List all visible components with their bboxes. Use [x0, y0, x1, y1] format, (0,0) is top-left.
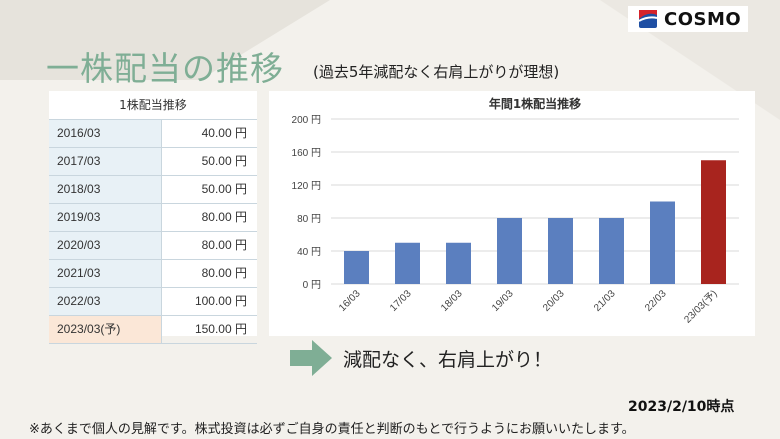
- table-cell-year: 2017/03: [49, 148, 162, 175]
- table-cell-amount: 80.00 円: [201, 266, 247, 280]
- chart-x-tick-label: 19/03: [490, 288, 516, 314]
- summary-text: 減配なく、右肩上がり！: [343, 349, 553, 371]
- chart-bar: [650, 201, 675, 284]
- table-cell-amount: 80.00 円: [201, 210, 247, 224]
- cosmo-logo-text: COSMO: [664, 8, 742, 30]
- chart-y-tick-label: 160 円: [292, 148, 321, 159]
- page-title: 一株配当の推移: [46, 49, 284, 88]
- disclaimer: ※あくまで個人の見解です。株式投資は必ずご自身の責任と判断のもとで行うようにお願…: [29, 422, 635, 437]
- chart-bar: [497, 218, 522, 284]
- cosmo-logo: COSMO: [628, 6, 748, 32]
- chart-x-tick-label: 17/03: [388, 288, 414, 314]
- date-note: 2023/2/10時点: [628, 399, 735, 415]
- table-row: 2020/03 80.00 円: [49, 232, 257, 260]
- chart-x-tick-label: 23/03(予): [682, 288, 720, 326]
- table-row: 2016/03 40.00 円: [49, 120, 257, 148]
- chart-y-tick-label: 120 円: [292, 181, 321, 192]
- dividend-table-title: 1株配当推移: [49, 91, 257, 120]
- table-row: 2021/03 80.00 円: [49, 260, 257, 288]
- arrow-right-icon: [290, 340, 332, 376]
- dividend-table: 1株配当推移 2016/03 40.00 円 2017/03 50.00 円 2…: [49, 91, 257, 344]
- chart-bar: [395, 242, 420, 284]
- chart-bar: [599, 218, 624, 284]
- chart-y-tick-label: 200 円: [292, 115, 321, 126]
- table-cell-year: 2018/03: [49, 176, 162, 203]
- chart-y-tick-label: 40 円: [297, 247, 321, 258]
- chart-y-tick-label: 0 円: [303, 280, 321, 291]
- chart-x-tick-label: 22/03: [643, 288, 669, 314]
- table-cell-year: 2020/03: [49, 232, 162, 259]
- table-cell-amount: 40.00 円: [201, 126, 247, 140]
- table-cell-year: 2019/03: [49, 204, 162, 231]
- chart-y-tick-label: 80 円: [297, 214, 321, 225]
- chart-x-tick-label: 18/03: [439, 288, 465, 314]
- table-cell-amount: 50.00 円: [201, 182, 247, 196]
- cosmo-logo-mark-icon: [638, 10, 658, 28]
- table-cell-year: 2021/03: [49, 260, 162, 287]
- table-row-forecast: 2023/03(予) 150.00 円: [49, 316, 257, 344]
- table-cell-year: 2022/03: [49, 288, 162, 315]
- chart-bar: [446, 242, 471, 284]
- chart-bar: [548, 218, 573, 284]
- table-row: 2022/03 100.00 円: [49, 288, 257, 316]
- table-row: 2017/03 50.00 円: [49, 148, 257, 176]
- table-cell-amount: 150.00 円: [194, 322, 247, 336]
- page-subtitle: (過去5年減配なく右肩上がりが理想): [313, 63, 560, 81]
- chart-bar: [701, 160, 726, 284]
- chart-x-tick-label: 21/03: [592, 288, 618, 314]
- table-row: 2018/03 50.00 円: [49, 176, 257, 204]
- table-cell-amount: 100.00 円: [194, 294, 247, 308]
- table-cell-year: 2016/03: [49, 120, 162, 147]
- table-cell-amount: 80.00 円: [201, 238, 247, 252]
- chart-bar: [344, 251, 369, 284]
- dividend-bar-chart: 年間1株配当推移 0 円 40 円 80 円 120 円 160 円 200 円 16/03 1…: [292, 96, 739, 326]
- chart-x-tick-label: 20/03: [541, 288, 567, 314]
- table-cell-year: 2023/03(予): [49, 316, 162, 343]
- chart-x-tick-label: 16/03: [337, 288, 363, 314]
- table-row: 2019/03 80.00 円: [49, 204, 257, 232]
- dividend-chart: 年間1株配当推移 0 円 40 円 80 円 120 円 160 円 200 円 16/03 1…: [269, 91, 755, 336]
- table-cell-amount: 50.00 円: [201, 154, 247, 168]
- chart-title: 年間1株配当推移: [489, 96, 581, 111]
